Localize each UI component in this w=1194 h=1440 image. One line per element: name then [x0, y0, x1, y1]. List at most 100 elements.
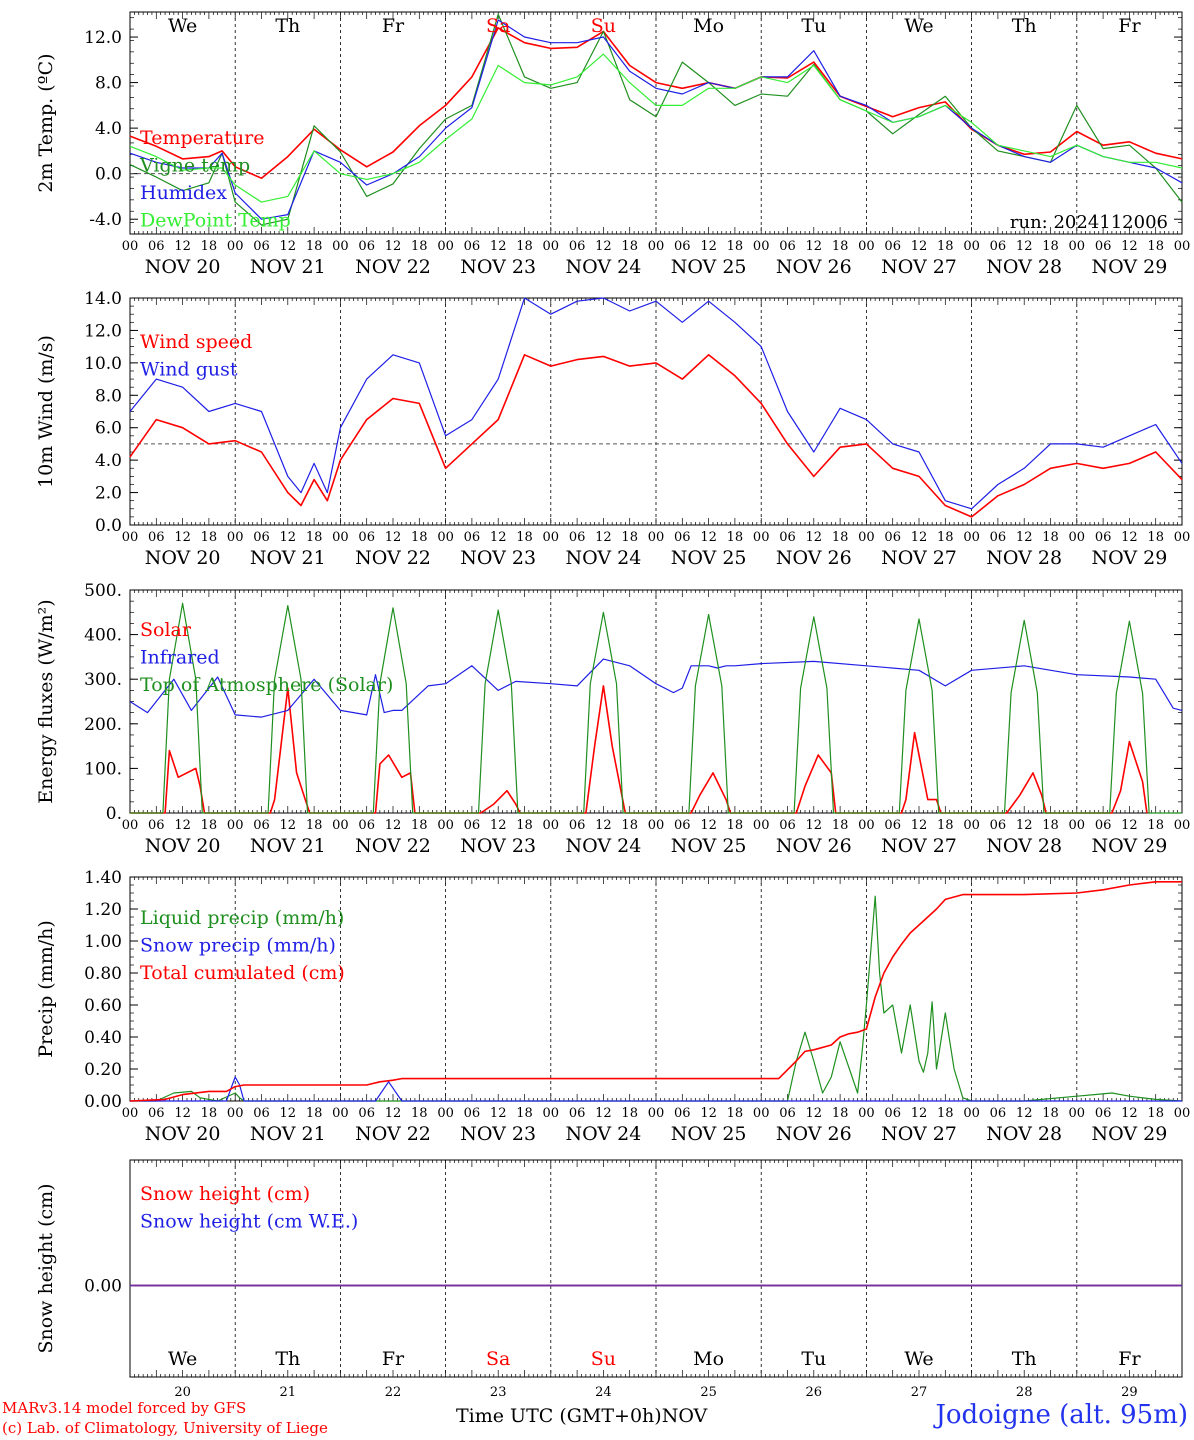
legend-entry: Vigne temp	[139, 155, 250, 177]
hour-tick-label: 00	[963, 239, 980, 254]
hour-tick-label: 00	[122, 1106, 139, 1121]
weekday-label: Sa	[486, 15, 510, 37]
legend-entry: Solar	[140, 619, 192, 641]
hour-tick-label: 12	[806, 530, 823, 545]
hour-tick-label: 00	[753, 1106, 770, 1121]
hour-tick-label: 12	[280, 530, 297, 545]
hour-tick-label: 00	[753, 530, 770, 545]
series-line-solar	[130, 685, 1148, 814]
date-label: NOV 26	[776, 1123, 852, 1145]
date-label: NOV 25	[671, 547, 747, 569]
day-number-label: 22	[385, 1385, 402, 1400]
y-axis-label: Snow height (cm)	[35, 1183, 57, 1353]
y-tick-label: 1.40	[84, 868, 122, 888]
legend-entry: Wind gust	[140, 359, 238, 381]
hour-tick-label: 06	[779, 530, 796, 545]
series-line-humidex	[129, 19, 1183, 220]
hour-tick-label: 06	[990, 530, 1007, 545]
day-number-label: 25	[700, 1385, 717, 1400]
date-label: NOV 23	[460, 1123, 536, 1145]
hour-tick-label: 06	[569, 239, 586, 254]
date-label: NOV 22	[355, 547, 431, 569]
date-label: NOV 24	[565, 547, 641, 569]
panel-1	[129, 11, 1183, 235]
hour-tick-label: 00	[437, 818, 454, 833]
hour-tick-label: 06	[779, 239, 796, 254]
hour-tick-label: 18	[621, 1106, 638, 1121]
y-tick-label: 0.20	[84, 1060, 122, 1080]
date-label: NOV 23	[460, 547, 536, 569]
hour-tick-label: 06	[358, 818, 375, 833]
hour-tick-label: 00	[753, 239, 770, 254]
weekday-label: Th	[1012, 1348, 1037, 1370]
hour-tick-label: 18	[1042, 530, 1059, 545]
date-label: NOV 27	[881, 256, 957, 278]
y-tick-label: 1.20	[84, 900, 122, 920]
hour-tick-label: 12	[490, 530, 507, 545]
hour-tick-label: 12	[806, 818, 823, 833]
hour-tick-label: 12	[490, 1106, 507, 1121]
hour-tick-label: 06	[148, 818, 165, 833]
date-label: NOV 28	[986, 835, 1062, 857]
y-tick-label: 14.0	[84, 289, 122, 309]
hour-tick-label: 18	[832, 818, 849, 833]
lab-credit: (c) Lab. of Climatology, University of L…	[2, 1419, 328, 1437]
y-tick-label: -4.0	[89, 210, 122, 230]
hour-tick-label: 18	[621, 818, 638, 833]
date-label: NOV 24	[565, 1123, 641, 1145]
day-number-label: 28	[1016, 1385, 1033, 1400]
hour-tick-label: 18	[306, 239, 323, 254]
hour-tick-label: 06	[464, 239, 481, 254]
date-label: NOV 24	[565, 256, 641, 278]
hour-tick-label: 06	[1095, 818, 1112, 833]
hour-tick-label: 18	[621, 530, 638, 545]
date-label: NOV 23	[460, 256, 536, 278]
date-label: NOV 27	[881, 547, 957, 569]
hour-tick-label: 18	[1147, 1106, 1164, 1121]
hour-tick-label: 00	[753, 818, 770, 833]
legend-entry: Wind speed	[140, 331, 252, 353]
x-axis-title: Time UTC (GMT+0h)NOV	[456, 1405, 708, 1427]
hour-tick-label: 06	[569, 818, 586, 833]
hour-tick-label: 00	[332, 239, 349, 254]
y-tick-label: 0.0	[95, 165, 122, 185]
hour-tick-label: 18	[516, 1106, 533, 1121]
hour-tick-label: 00	[122, 530, 139, 545]
hour-tick-label: 06	[358, 530, 375, 545]
hour-tick-label: 18	[1147, 530, 1164, 545]
hour-tick-label: 00	[1069, 239, 1086, 254]
hour-tick-label: 06	[1095, 530, 1112, 545]
hour-tick-label: 12	[1121, 239, 1138, 254]
hour-tick-label: 12	[174, 239, 191, 254]
hour-tick-label: 18	[937, 239, 954, 254]
hour-tick-label: 06	[990, 1106, 1007, 1121]
panel-5	[129, 1159, 1183, 1378]
hour-tick-label: 12	[174, 1106, 191, 1121]
hour-tick-label: 06	[990, 239, 1007, 254]
weekday-label: Th	[275, 1348, 300, 1370]
hour-tick-label: 12	[700, 1106, 717, 1121]
hour-tick-label: 18	[1042, 1106, 1059, 1121]
hour-tick-label: 00	[858, 818, 875, 833]
legend-entry: Liquid precip (mm/h)	[140, 907, 344, 929]
weekday-label: Th	[275, 15, 300, 37]
y-tick-label: 4.0	[95, 451, 122, 471]
hour-tick-label: 12	[1016, 530, 1033, 545]
date-label: NOV 26	[776, 547, 852, 569]
hour-tick-label: 00	[648, 818, 665, 833]
date-label: NOV 20	[145, 835, 221, 857]
hour-tick-label: 06	[674, 1106, 691, 1121]
hour-tick-label: 12	[280, 1106, 297, 1121]
hour-tick-label: 00	[858, 1106, 875, 1121]
hour-tick-label: 00	[437, 1106, 454, 1121]
series-line-infrared	[129, 658, 1183, 718]
hour-tick-label: 12	[700, 239, 717, 254]
date-label: NOV 22	[355, 256, 431, 278]
date-label: NOV 20	[145, 1123, 221, 1145]
hour-tick-label: 12	[1121, 1106, 1138, 1121]
hour-tick-label: 12	[911, 239, 928, 254]
hour-tick-label: 00	[437, 530, 454, 545]
hour-tick-label: 18	[201, 1106, 218, 1121]
hour-tick-label: 00	[963, 1106, 980, 1121]
run-label: run: 2024112006	[1010, 212, 1168, 233]
